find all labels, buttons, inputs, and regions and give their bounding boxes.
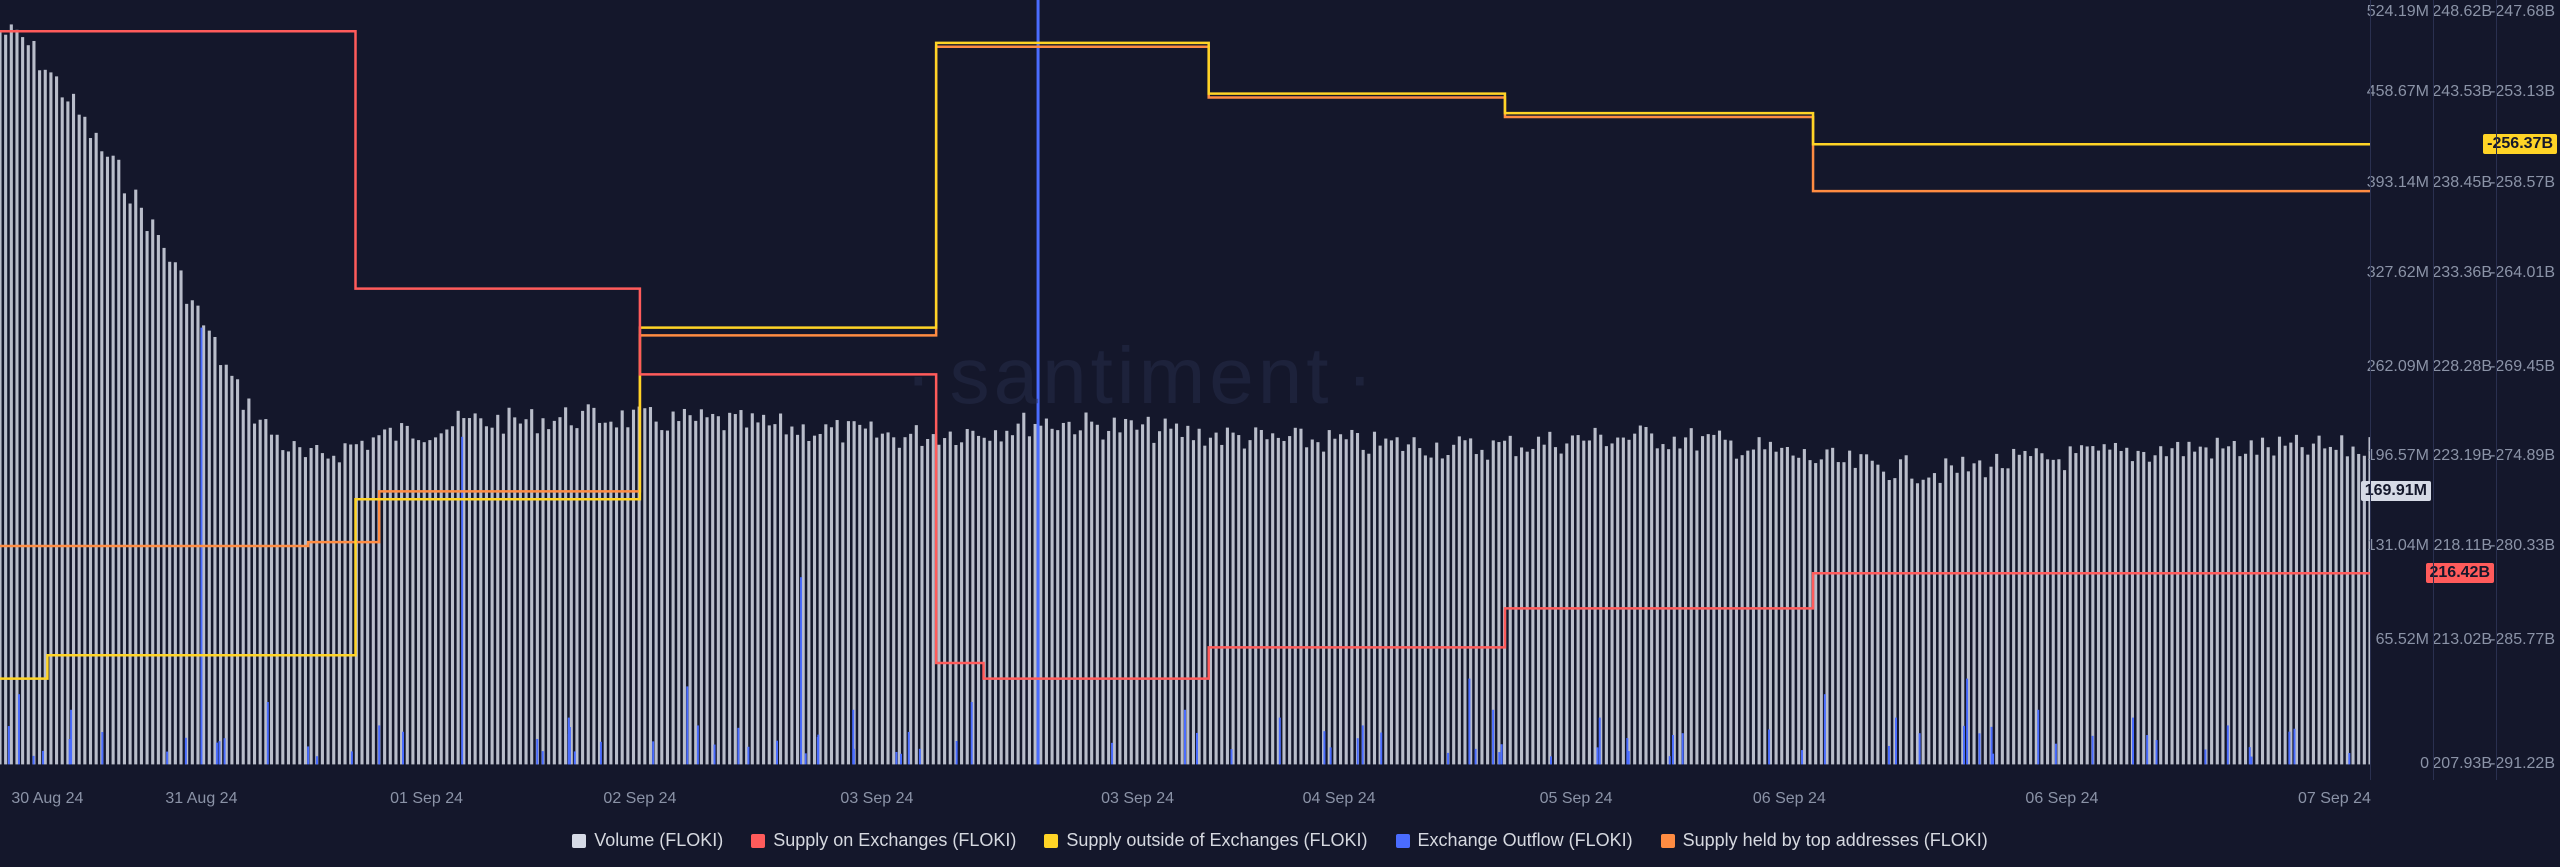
plot-area[interactable] <box>0 0 2370 780</box>
legend-label: Volume (FLOKI) <box>594 830 723 851</box>
y-axis-vol: 524.19M 458.67M 393.14M 327.62M 262.09M 196.5… <box>2370 0 2433 780</box>
y-tick: 196.57M <box>2367 447 2429 465</box>
x-tick: 05 Sep 24 <box>1540 790 1613 808</box>
legend-swatch <box>1396 834 1410 848</box>
y-tick: 65.52M <box>2376 631 2429 649</box>
y-tick: 327.62M <box>2367 264 2429 282</box>
y-tick: 218.11B <box>2434 537 2492 555</box>
y-tick: -291.22B <box>2490 755 2555 773</box>
y-tick: 262.09M <box>2367 358 2429 376</box>
y-tick: 458.67M <box>2367 83 2429 101</box>
y-tick: -264.01B <box>2490 264 2555 282</box>
y-tick: 207.93B <box>2432 755 2492 773</box>
legend-item[interactable]: Volume (FLOKI) <box>572 830 723 851</box>
y-tick: 223.19B <box>2432 447 2492 465</box>
y-tick: 524.19M <box>2367 3 2429 21</box>
x-tick: 07 Sep 24 <box>2298 790 2371 808</box>
y-tick: 233.36B <box>2432 264 2492 282</box>
y-tick: 393.14M <box>2367 174 2429 192</box>
y-tick: -269.45B <box>2490 358 2555 376</box>
y-tick: 213.02B <box>2432 631 2492 649</box>
x-tick: 01 Sep 24 <box>390 790 463 808</box>
x-tick: 30 Aug 24 <box>11 790 83 808</box>
y-axis-panel: 524.19M 458.67M 393.14M 327.62M 262.09M 196.5… <box>2370 0 2560 780</box>
chart-root: 524.19M 458.67M 393.14M 327.62M 262.09M 196.5… <box>0 0 2560 867</box>
y-axis-supply_ex: 248.62B 243.53B 238.45B 233.36B 228.28B 223.1… <box>2433 0 2496 780</box>
x-tick: 31 Aug 24 <box>165 790 237 808</box>
legend-swatch <box>572 834 586 848</box>
x-tick: 03 Sep 24 <box>1101 790 1174 808</box>
y-tick: 248.62B <box>2432 3 2492 21</box>
legend-item[interactable]: Supply held by top addresses (FLOKI) <box>1661 830 1988 851</box>
legend-item[interactable]: Supply on Exchanges (FLOKI) <box>751 830 1016 851</box>
legend-swatch <box>1661 834 1675 848</box>
y-axis-current-badge: -256.37B <box>2483 134 2557 154</box>
y-tick: 238.45B <box>2432 174 2492 192</box>
x-tick: 03 Sep 24 <box>840 790 913 808</box>
y-tick: -280.33B <box>2490 537 2555 555</box>
x-tick: 02 Sep 24 <box>603 790 676 808</box>
legend-label: Supply held by top addresses (FLOKI) <box>1683 830 1988 851</box>
y-axis-current-badge: 216.42B <box>2426 563 2495 583</box>
legend-label: Supply outside of Exchanges (FLOKI) <box>1066 830 1367 851</box>
y-tick: -253.13B <box>2490 83 2555 101</box>
y-tick: -285.77B <box>2490 631 2555 649</box>
x-tick: 06 Sep 24 <box>1753 790 1826 808</box>
y-axis-supply_off: -247.68B-253.13B-258.57B-264.01B-269.45B… <box>2496 0 2559 780</box>
y-tick: 243.53B <box>2432 83 2492 101</box>
legend-swatch <box>1044 834 1058 848</box>
x-tick: 04 Sep 24 <box>1303 790 1376 808</box>
x-tick: 06 Sep 24 <box>2025 790 2098 808</box>
y-tick: -247.68B <box>2490 3 2555 21</box>
y-tick: 0 <box>2420 755 2429 773</box>
legend-label: Exchange Outflow (FLOKI) <box>1418 830 1633 851</box>
legend-item[interactable]: Supply outside of Exchanges (FLOKI) <box>1044 830 1367 851</box>
y-tick: -258.57B <box>2490 174 2555 192</box>
y-tick: 131.04M <box>2367 537 2429 555</box>
legend-swatch <box>751 834 765 848</box>
y-tick: -274.89B <box>2490 447 2555 465</box>
legend: Volume (FLOKI) Supply on Exchanges (FLOKI… <box>0 830 2560 853</box>
y-tick: 228.28B <box>2432 358 2492 376</box>
legend-item[interactable]: Exchange Outflow (FLOKI) <box>1396 830 1633 851</box>
legend-label: Supply on Exchanges (FLOKI) <box>773 830 1016 851</box>
y-axis-current-badge: 169.91M <box>2361 481 2431 501</box>
